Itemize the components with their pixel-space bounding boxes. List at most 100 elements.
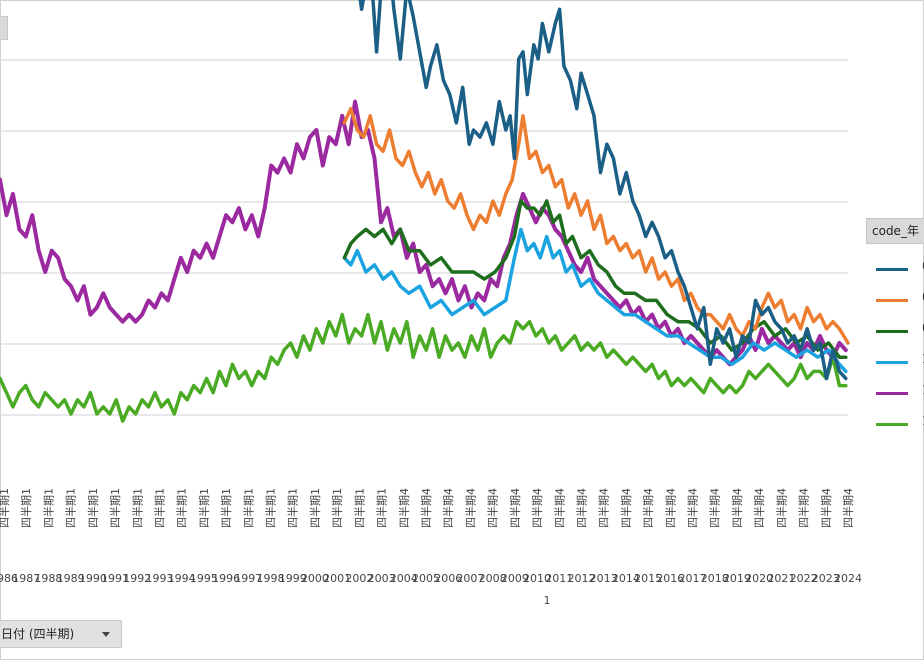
x-tick-quarter-label: 四半期4 [730, 488, 744, 528]
x-tick-year-label: 2022 [790, 572, 818, 585]
legend-swatch [876, 268, 908, 271]
x-tick-quarter-label: 四半期4 [774, 488, 788, 528]
x-tick-year-label: 2015 [634, 572, 662, 585]
series-layer [0, 0, 850, 423]
x-tick-year-label: 2014 [612, 572, 640, 585]
x-tick-quarter-label: 四半期1 [108, 488, 122, 528]
series-line-5[interactable] [0, 312, 848, 423]
legend: code_年 0 0 0 1 1 1 [866, 218, 924, 428]
dropdown-arrow-icon[interactable] [102, 632, 110, 637]
series-line-4[interactable] [0, 99, 848, 367]
x-tick-year-label: 2009 [501, 572, 529, 585]
x-tick-quarter-label: 四半期4 [419, 488, 433, 528]
x-tick-year-label: 1989 [57, 572, 85, 585]
x-tick-year-label: 2001 [323, 572, 351, 585]
x-tick-quarter-label: 四半期1 [41, 488, 55, 528]
x-tick-year-label: 1996 [212, 572, 240, 585]
x-tick-year-label: 2006 [434, 572, 462, 585]
axis-field-button[interactable]: 日付 (四半期) [0, 620, 122, 648]
x-tick-quarter-label: 四半期4 [574, 488, 588, 528]
legend-swatch [876, 299, 908, 302]
x-tick-quarter-label: 四半期4 [686, 488, 700, 528]
x-tick-quarter-label: 四半期4 [463, 488, 477, 528]
x-tick-year-label: 2024 [834, 572, 862, 585]
x-tick-quarter-label: 四半期1 [330, 488, 344, 528]
x-tick-year-label: 2016 [656, 572, 684, 585]
series-line-3[interactable] [342, 227, 848, 374]
x-tick-year-label: 2011 [545, 572, 573, 585]
x-tick-quarter-label: 四半期4 [841, 488, 855, 528]
x-tick-quarter-label: 四半期4 [663, 488, 677, 528]
x-tick-quarter-label: 四半期1 [308, 488, 322, 528]
x-tick-quarter-label: 四半期4 [530, 488, 544, 528]
x-tick-quarter-label: 四半期4 [708, 488, 722, 528]
x-tick-quarter-label: 四半期4 [508, 488, 522, 528]
x-tick-year-label: 2000 [301, 572, 329, 585]
legend-swatch [876, 392, 908, 395]
x-tick-quarter-label: 四半期4 [752, 488, 766, 528]
x-tick-quarter-label: 四半期4 [819, 488, 833, 528]
axis-field-label: 日付 (四半期) [1, 627, 75, 641]
x-tick-year-label: 2023 [812, 572, 840, 585]
x-tick-year-label: 1987 [12, 572, 40, 585]
x-tick-quarter-label: 四半期4 [552, 488, 566, 528]
series-line-0[interactable] [344, 0, 848, 381]
x-tick-year-label: 2003 [368, 572, 396, 585]
x-tick-quarter-label: 四半期1 [375, 488, 389, 528]
legend-swatch [876, 330, 908, 333]
x-tick-quarter-label: 四半期1 [0, 488, 11, 528]
x-tick-year-label: 1997 [234, 572, 262, 585]
x-tick-quarter-label: 四半期1 [19, 488, 33, 528]
legend-label: 1 [922, 352, 924, 366]
legend-title[interactable]: code_年 [866, 218, 924, 244]
x-tick-quarter-label: 四半期4 [397, 488, 411, 528]
x-tick-quarter-label: 四半期1 [64, 488, 78, 528]
x-tick-year-label: 1994 [168, 572, 196, 585]
legend-swatch [876, 361, 908, 364]
x-tick-year-label: 1992 [123, 572, 151, 585]
x-tick-quarter-label: 四半期1 [130, 488, 144, 528]
x-tick-year-label: 1999 [279, 572, 307, 585]
x-tick-quarter-label: 四半期4 [441, 488, 455, 528]
x-tick-quarter-label: 四半期4 [619, 488, 633, 528]
x-tick-year-label: 2019 [723, 572, 751, 585]
legend-swatch [876, 423, 908, 426]
x-tick-quarter-label: 四半期1 [86, 488, 100, 528]
x-tick-quarter-label: 四半期4 [486, 488, 500, 528]
filter-field-button[interactable] [0, 16, 8, 40]
legend-label: 0 [922, 321, 924, 335]
x-tick-year-label: 1995 [190, 572, 218, 585]
x-tick-quarter-label: 四半期1 [286, 488, 300, 528]
x-tick-quarter-label: 四半期4 [797, 488, 811, 528]
x-tick-quarter-label: 四半期1 [264, 488, 278, 528]
x-tick-year-label: 2008 [479, 572, 507, 585]
x-tick-year-label: 2007 [456, 572, 484, 585]
x-tick-year-label: 2013 [590, 572, 618, 585]
gridlines [0, 59, 848, 416]
x-tick-quarter-label: 四半期4 [597, 488, 611, 528]
legend-label: 0 [922, 259, 924, 273]
x-tick-year-label: 2012 [567, 572, 595, 585]
x-tick-year-label: 2005 [412, 572, 440, 585]
x-tick-year-label: 1991 [101, 572, 129, 585]
x-tick-year-label: 2020 [745, 572, 773, 585]
x-tick-year-label: 1990 [79, 572, 107, 585]
x-tick-quarter-label: 四半期1 [219, 488, 233, 528]
x-tick-quarter-label: 四半期1 [241, 488, 255, 528]
x-tick-quarter-label: 四半期1 [152, 488, 166, 528]
x-tick-quarter-label: 四半期1 [175, 488, 189, 528]
x-tick-year-label: 2002 [345, 572, 373, 585]
series-line-1[interactable] [342, 106, 850, 345]
legend-label: 1 [922, 383, 924, 397]
legend-label: 0 [922, 290, 924, 304]
legend-label: 1 [922, 414, 924, 428]
x-tick-year-label: 1993 [145, 572, 173, 585]
x-tick-year-label: 2004 [390, 572, 418, 585]
x-tick-year-label: 2018 [701, 572, 729, 585]
x-tick-year-label: 2010 [523, 572, 551, 585]
x-tick-year-label: 1998 [257, 572, 285, 585]
x-tick-year-label: 2017 [679, 572, 707, 585]
x-tick-quarter-label: 四半期1 [352, 488, 366, 528]
